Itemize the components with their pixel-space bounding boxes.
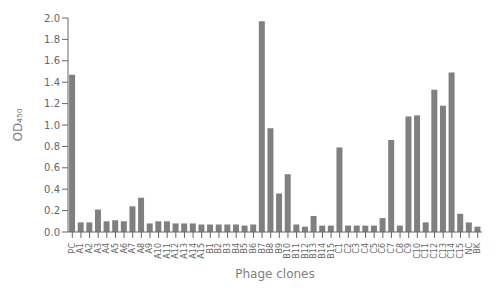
svg-text:0.0: 0.0: [44, 227, 60, 238]
svg-text:B7: B7: [257, 243, 267, 254]
svg-text:B12: B12: [300, 243, 310, 259]
svg-text:PC: PC: [67, 243, 77, 254]
svg-text:C15: C15: [455, 243, 465, 259]
svg-text:B5: B5: [240, 243, 250, 254]
svg-text:B11: B11: [292, 243, 302, 259]
svg-text:B10: B10: [283, 243, 293, 259]
svg-text:B1: B1: [205, 243, 215, 254]
svg-text:B4: B4: [231, 243, 241, 254]
svg-text:0.6: 0.6: [44, 162, 60, 173]
svg-text:1.2: 1.2: [44, 98, 60, 109]
svg-text:B14: B14: [317, 243, 327, 259]
svg-text:A15: A15: [197, 243, 207, 259]
svg-text:C8: C8: [395, 243, 405, 254]
svg-text:B13: B13: [309, 243, 319, 259]
svg-text:B9: B9: [274, 243, 284, 254]
svg-text:C5: C5: [369, 243, 379, 254]
svg-text:C6: C6: [378, 243, 388, 254]
svg-text:A7: A7: [128, 243, 138, 254]
svg-text:A8: A8: [136, 243, 146, 254]
svg-text:BK: BK: [473, 242, 482, 253]
svg-text:C7: C7: [386, 243, 396, 254]
svg-text:0.8: 0.8: [44, 141, 60, 152]
svg-text:B15: B15: [326, 243, 336, 259]
svg-text:B8: B8: [266, 243, 276, 254]
svg-text:1.8: 1.8: [44, 34, 60, 45]
svg-text:0.2: 0.2: [44, 205, 60, 216]
svg-text:OD₄₅₀: OD₄₅₀: [11, 108, 25, 141]
svg-text:A9: A9: [145, 243, 155, 254]
svg-text:C14: C14: [447, 243, 457, 259]
svg-text:A14: A14: [188, 243, 198, 259]
svg-text:C1: C1: [335, 243, 345, 254]
svg-text:A10: A10: [154, 243, 164, 259]
svg-text:A11: A11: [162, 243, 172, 259]
svg-text:1.6: 1.6: [44, 55, 60, 66]
svg-text:C2: C2: [343, 243, 353, 254]
svg-text:1.0: 1.0: [44, 120, 60, 131]
svg-text:NC: NC: [464, 243, 474, 255]
svg-text:Phage clones: Phage clones: [235, 267, 315, 281]
svg-text:0.4: 0.4: [44, 184, 60, 195]
svg-text:A1: A1: [76, 243, 86, 254]
svg-text:B6: B6: [248, 243, 258, 254]
svg-text:A13: A13: [179, 243, 189, 259]
svg-text:C12: C12: [430, 243, 440, 259]
svg-text:B3: B3: [223, 243, 233, 254]
svg-text:A4: A4: [102, 243, 112, 254]
svg-text:B2: B2: [214, 243, 224, 254]
svg-text:C4: C4: [361, 243, 371, 254]
svg-text:2.0: 2.0: [44, 13, 60, 24]
svg-text:A6: A6: [119, 243, 129, 254]
svg-text:A2: A2: [85, 243, 95, 254]
svg-text:A5: A5: [110, 243, 120, 254]
svg-text:1.4: 1.4: [44, 77, 60, 88]
svg-text:C3: C3: [352, 243, 362, 254]
svg-text:C10: C10: [412, 243, 422, 259]
svg-text:C9: C9: [404, 243, 414, 254]
svg-text:A12: A12: [171, 243, 181, 259]
svg-text:A3: A3: [93, 243, 103, 254]
svg-text:C13: C13: [438, 243, 448, 259]
svg-text:C11: C11: [421, 243, 431, 259]
